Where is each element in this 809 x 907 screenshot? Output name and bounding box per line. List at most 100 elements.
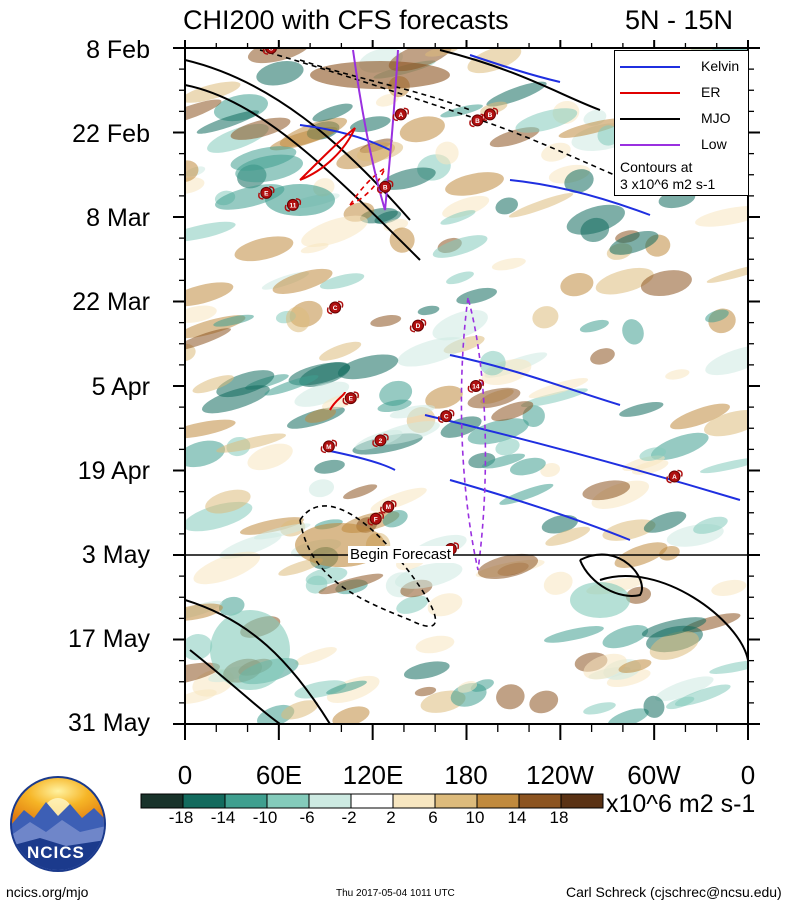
shading-blob: [496, 684, 525, 710]
shading-blob: [435, 141, 459, 165]
shading-blob: [607, 708, 649, 724]
contour-line: [324, 449, 396, 471]
storm-marker-label: C: [333, 305, 338, 312]
shading-blob: [253, 523, 311, 540]
shading-blob: [185, 440, 226, 468]
colorbar-swatch: [434, 793, 478, 809]
storm-marker: A: [392, 107, 410, 122]
shading-blob: [618, 659, 652, 673]
storm-marker: F: [367, 512, 385, 526]
shading-blob: [377, 399, 412, 413]
shading-blob: [579, 319, 609, 333]
shading-blob: [373, 421, 440, 445]
logo-text: NCICS: [27, 843, 85, 862]
shading-blob: [582, 480, 631, 501]
storm-marker: 14: [467, 379, 485, 393]
shading-blob: [666, 696, 695, 710]
contour-line: [185, 84, 421, 261]
contour-line: [299, 124, 391, 151]
shading-blob: [467, 48, 522, 74]
storm-marker-label: B: [383, 184, 388, 191]
shading-blob: [279, 117, 348, 148]
shading-blob: [326, 680, 367, 695]
y-tick-label: 19 Apr: [77, 457, 150, 485]
shading-blob: [219, 532, 282, 559]
legend-note-line2: 3 x10^6 m2 s-1: [620, 176, 716, 192]
contour-line: [352, 49, 399, 211]
shading-blob: [230, 117, 291, 140]
x-tick-label: 60E: [255, 760, 303, 790]
storm-marker: E: [342, 391, 360, 405]
colorbar: [140, 793, 604, 809]
shading-blob: [332, 706, 370, 724]
storm-marker: A: [666, 469, 683, 484]
shading-blob: [541, 142, 571, 162]
shading-blob: [440, 210, 476, 225]
shading-blob: [337, 354, 399, 380]
shading-blob: [495, 438, 520, 456]
shading-blob: [414, 686, 437, 697]
storm-marker-label: A: [672, 474, 677, 481]
shading-blob: [185, 328, 231, 351]
chart-title: CHI200 with CFS forecasts: [183, 5, 509, 35]
contour-line: [299, 505, 437, 627]
shading-blob: [218, 596, 245, 616]
shading-blob: [399, 116, 445, 143]
colorbar-label: 18: [549, 808, 569, 827]
shading-blob: [639, 447, 667, 462]
shading-blob: [619, 401, 664, 417]
contour-line: [299, 127, 356, 181]
shading-blob: [641, 617, 707, 638]
footer-author: Carl Schreck (cjschrec@ncsu.edu): [566, 884, 782, 900]
contour-line: [449, 354, 621, 406]
shading-blob: [583, 702, 616, 715]
colorbar-label: -10: [252, 808, 278, 827]
shading-blob: [318, 573, 384, 595]
footer-timestamp: Thu 2017-05-04 1011 UTC: [336, 888, 455, 899]
shading-blob: [319, 341, 362, 361]
storm-marker: M: [380, 499, 397, 514]
shading-blob: [682, 613, 741, 633]
shading-blob: [305, 575, 328, 594]
shading-blob: [602, 519, 656, 541]
shading-blob: [580, 217, 610, 243]
legend-swatch-mjo: [620, 118, 680, 120]
shading-blob: [622, 319, 644, 345]
legend-label-low: Low: [701, 136, 727, 152]
shading-blob: [457, 681, 478, 693]
shading-blob: [583, 653, 627, 680]
storm-marker-label: B: [488, 112, 493, 119]
shading-blob: [495, 197, 518, 215]
contour-line: [439, 49, 601, 111]
shading-blob: [314, 459, 345, 474]
x-tick-label: 120E: [342, 760, 404, 790]
shading-blob: [481, 453, 526, 469]
storm-marker-label: 11: [289, 202, 296, 209]
footer-url: ncics.org/mjo: [6, 884, 89, 900]
shading-blob: [294, 680, 347, 699]
shading-blob: [467, 387, 521, 409]
storm-marker: B: [376, 180, 394, 194]
legend-swatch-kelvin: [620, 66, 680, 68]
shading-blob: [456, 287, 497, 305]
shading-blob: [529, 690, 559, 714]
shading-blob: [440, 104, 483, 118]
storm-marker: B: [481, 107, 499, 122]
storm-marker-label: 2: [379, 438, 383, 445]
shading-blob: [394, 562, 463, 589]
shading-blob: [202, 385, 270, 414]
colorbar-label: 6: [428, 808, 438, 827]
storm-marker-label: D: [416, 323, 421, 330]
shading-blob: [602, 625, 649, 649]
shading-blob: [665, 369, 690, 380]
colorbar-swatch: [140, 793, 184, 809]
storm-marker: 2: [372, 433, 389, 448]
colorbar-label: -18: [168, 808, 194, 827]
shading-blob: [558, 118, 625, 138]
shading-blob: [442, 195, 490, 218]
x-tick-label: 60W: [627, 760, 681, 790]
x-tick-label: 180: [444, 760, 488, 790]
shading-blob: [185, 634, 213, 661]
shading-blob: [705, 345, 748, 376]
colorbar-swatch: [266, 793, 310, 809]
